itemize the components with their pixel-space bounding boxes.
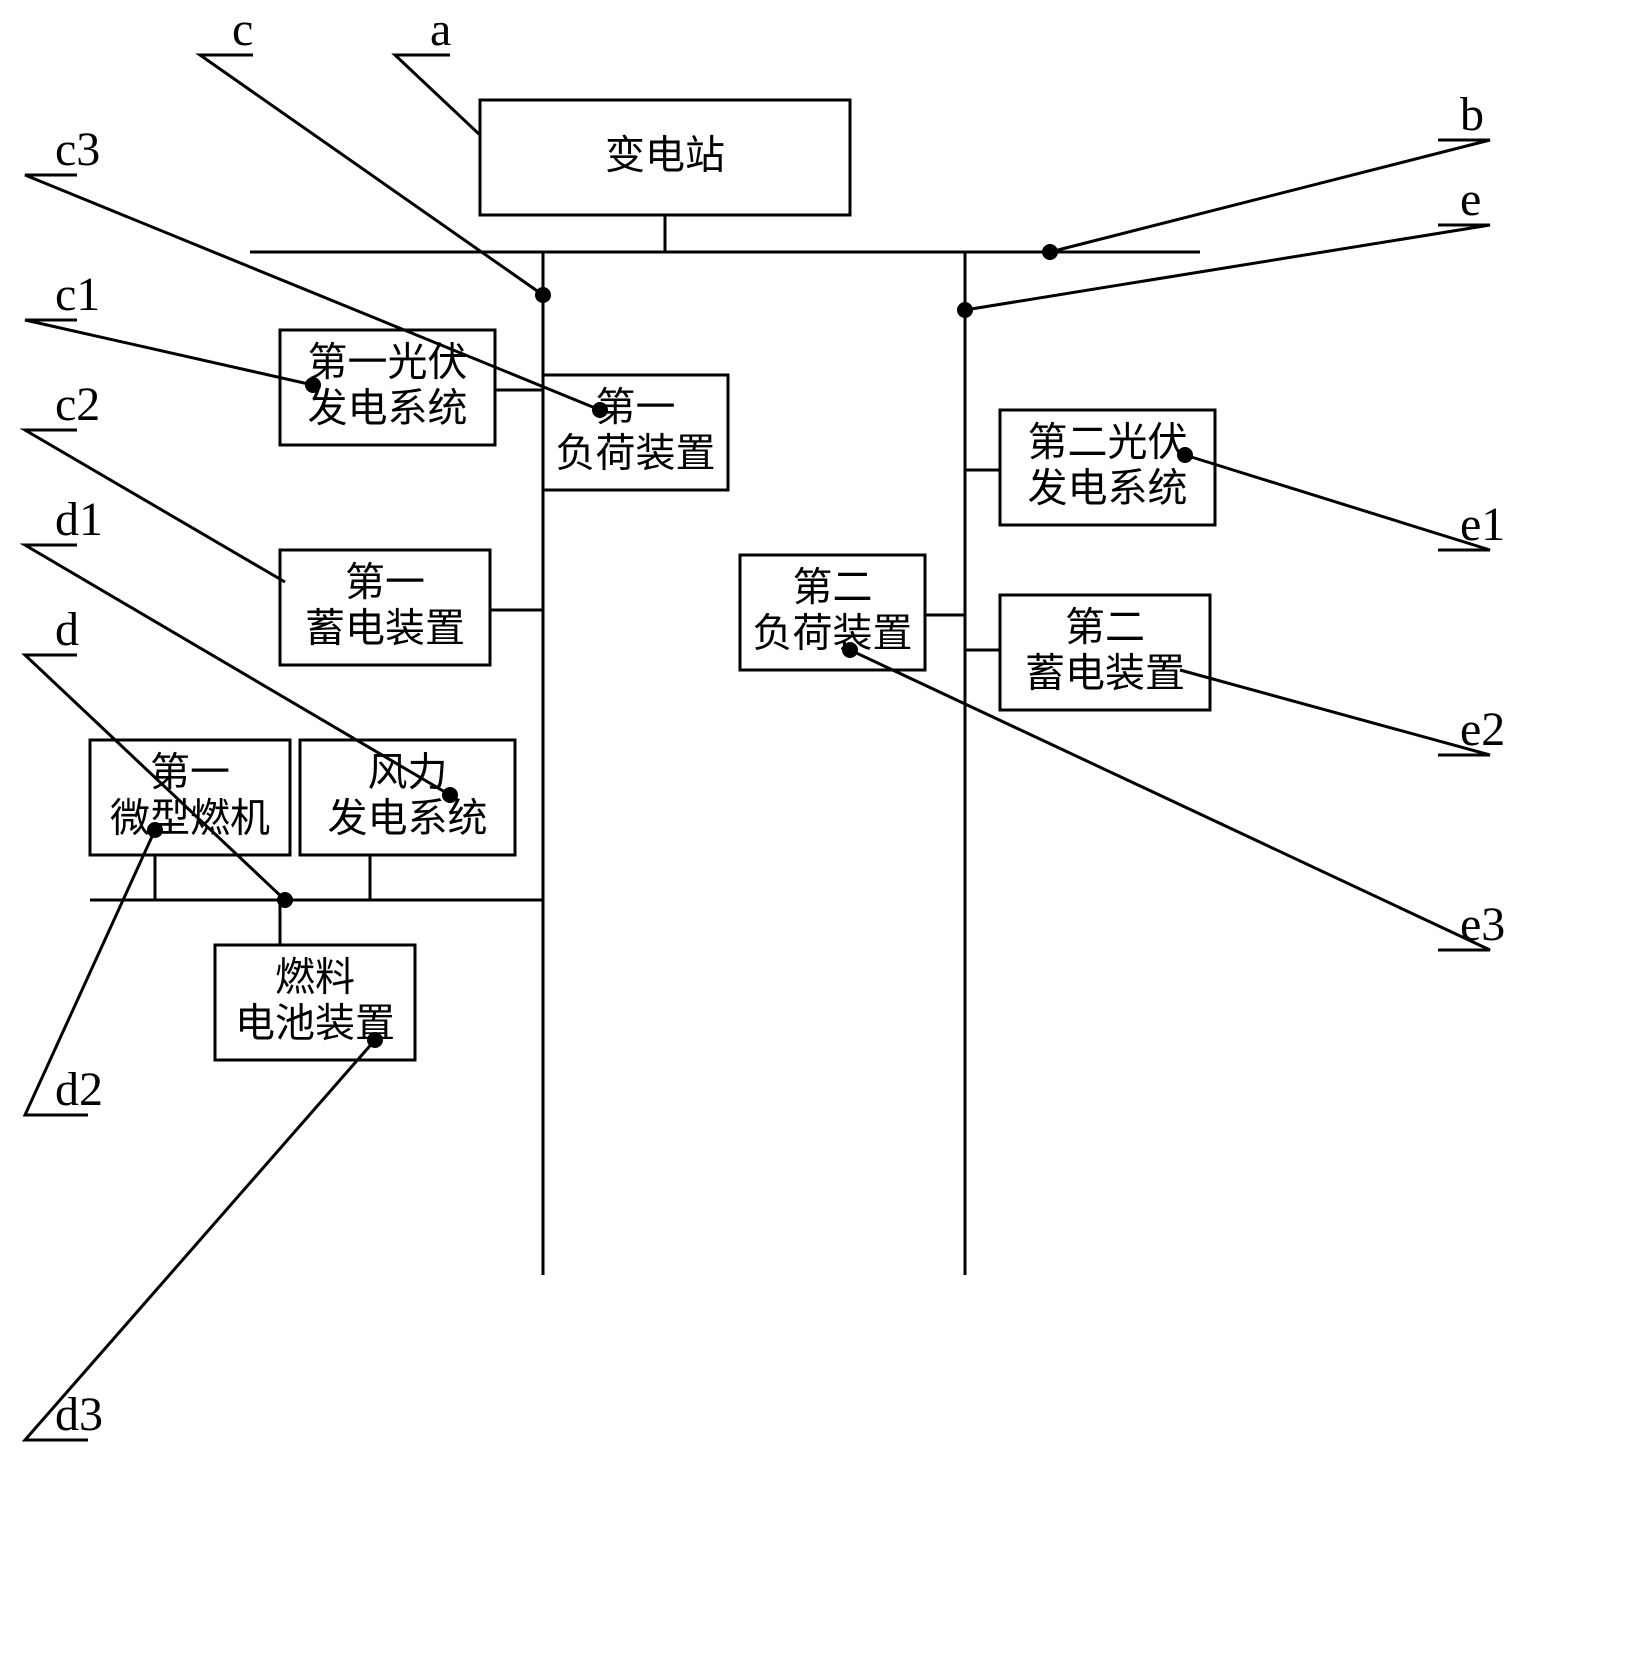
node-text: 第二 xyxy=(793,565,873,610)
leader-dot-d2 xyxy=(147,822,163,838)
node-text: 蓄电装置 xyxy=(305,606,465,651)
node-text: 燃料 xyxy=(275,955,355,1000)
leader-dot-e1 xyxy=(1177,447,1193,463)
label-c1: c1 xyxy=(55,268,100,321)
node-text: 负荷装置 xyxy=(556,431,716,476)
leader-dot-e xyxy=(957,302,973,318)
label-d: d xyxy=(55,603,79,656)
label-c3: c3 xyxy=(55,123,100,176)
labels-layer: a b c c1 c2 c3 d d1 d2 d3 e e1 e2 e3 xyxy=(55,3,1505,1441)
leader-dot-b xyxy=(1042,244,1058,260)
node-substation: 变电站 xyxy=(480,100,850,215)
node-text: 第二光伏 xyxy=(1028,420,1188,465)
node-text: 第一 xyxy=(345,560,425,605)
node-text: 变电站 xyxy=(605,133,725,178)
node-text: 负荷装置 xyxy=(753,611,913,656)
node-micro_turbine: 第一微型燃机 xyxy=(90,740,290,855)
node-storage2: 第二蓄电装置 xyxy=(1000,595,1210,710)
label-d1: d1 xyxy=(55,493,103,546)
node-fuel_cell: 燃料电池装置 xyxy=(215,945,415,1060)
label-e1: e1 xyxy=(1460,498,1505,551)
label-e3: e3 xyxy=(1460,898,1505,951)
node-text: 发电系统 xyxy=(328,796,488,841)
leader-dot-c3 xyxy=(592,402,608,418)
leader-line-c1 xyxy=(25,320,313,385)
label-a: a xyxy=(430,3,451,56)
leader-dot-e3 xyxy=(842,642,858,658)
label-d3: d3 xyxy=(55,1388,103,1441)
node-text: 第一 xyxy=(150,750,230,795)
node-load2: 第二负荷装置 xyxy=(740,555,925,670)
leader-dot-c1 xyxy=(305,377,321,393)
label-b: b xyxy=(1460,88,1484,141)
node-storage1: 第一蓄电装置 xyxy=(280,550,490,665)
node-text: 发电系统 xyxy=(1028,466,1188,511)
node-text: 第一 xyxy=(596,385,676,430)
label-c2: c2 xyxy=(55,378,100,431)
node-text: 微型燃机 xyxy=(110,796,270,841)
label-d2: d2 xyxy=(55,1063,103,1116)
leader-line-e2 xyxy=(1180,670,1490,755)
node-pv2: 第二光伏发电系统 xyxy=(1000,410,1215,525)
node-text: 蓄电装置 xyxy=(1025,651,1185,696)
label-c: c xyxy=(232,3,253,56)
label-e: e xyxy=(1460,173,1481,226)
boxes-layer: 变电站第一光伏发电系统第一负荷装置第一蓄电装置风力发电系统第一微型燃机燃料电池装… xyxy=(90,100,1215,1060)
node-wind: 风力发电系统 xyxy=(300,740,515,855)
leader-dot-d1 xyxy=(442,787,458,803)
leader-line-a xyxy=(395,55,480,135)
label-e2: e2 xyxy=(1460,703,1505,756)
leader-dot-d3 xyxy=(367,1032,383,1048)
node-load1: 第一负荷装置 xyxy=(543,375,728,490)
node-text: 第二 xyxy=(1065,605,1145,650)
leader-dot-d xyxy=(277,892,293,908)
node-text: 发电系统 xyxy=(308,386,468,431)
leader-line-e xyxy=(965,225,1490,310)
leader-dot-c xyxy=(535,287,551,303)
leader-line-e1 xyxy=(1185,455,1490,550)
